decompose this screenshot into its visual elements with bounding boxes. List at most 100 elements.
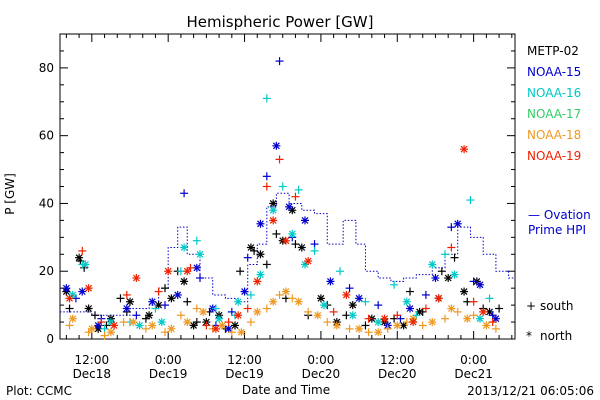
noaa-19-south-point [329, 307, 338, 316]
noaa-19-north-point [65, 294, 74, 303]
x-tick-date-label: Dec21 [454, 367, 493, 381]
noaa-18-south-point [418, 321, 427, 330]
marker-stroke [225, 325, 233, 333]
noaa-19-south-point [488, 318, 497, 327]
plot-timestamp: 2013/12/21 06:05:06 [467, 384, 594, 398]
noaa-18-south-point [323, 318, 332, 327]
noaa-19-north-point [84, 284, 93, 293]
legend-entry-noaa-15: NOAA-15 [527, 65, 581, 79]
noaa-18-south-point [141, 324, 150, 333]
noaa-15-south-point [310, 240, 319, 249]
noaa-18-south-point [275, 290, 284, 299]
noaa-19-north-point [253, 277, 262, 286]
marker-stroke [234, 311, 242, 319]
noaa-16-south-point [262, 94, 271, 103]
x-tick-date-label: Dec18 [73, 367, 112, 381]
noaa-18-south-point [262, 304, 271, 313]
noaa-19-north-point [460, 145, 469, 154]
noaa-16-north-point [320, 301, 329, 310]
noaa-19-south-point [447, 243, 456, 252]
marker-stroke [374, 318, 382, 326]
marker-stroke [190, 322, 198, 329]
noaa-16-north-point [215, 314, 224, 323]
metp-02-north-point [269, 199, 278, 208]
marker-stroke [110, 322, 118, 329]
marker-stroke [234, 298, 242, 306]
noaa-15-south-point [374, 301, 383, 310]
y-tick-label: 40 [39, 196, 54, 210]
noaa-19-south-point [275, 155, 284, 164]
noaa-19-south-point [154, 287, 163, 296]
marker-stroke [409, 318, 417, 326]
metp-02-north-point [84, 304, 93, 313]
noaa-15-north-point [148, 297, 157, 306]
noaa-18-north-point [148, 321, 157, 330]
marker-stroke [381, 315, 388, 323]
noaa-19-south-point [243, 304, 252, 313]
noaa-18-north-point [237, 328, 246, 337]
noaa-16-north-point [402, 297, 411, 306]
x-tick-time-label: 12:00 [75, 353, 110, 367]
x-tick-date-label: Dec19 [225, 367, 264, 381]
noaa-16-north-point [196, 250, 204, 259]
metp-02-north-point [189, 321, 198, 330]
noaa-15-south-point [447, 223, 456, 232]
noaa-16-south-point [361, 297, 370, 306]
marker-stroke [327, 277, 334, 285]
noaa-18-north-point [199, 307, 208, 316]
y-tick-label: 80 [39, 61, 54, 75]
marker-stroke [183, 318, 191, 326]
noaa-15-south-point [421, 290, 430, 299]
noaa-18-south-point [364, 328, 373, 337]
noaa-16-south-point [100, 324, 109, 333]
marker-stroke [237, 328, 245, 336]
marker-legend-symbol: + [526, 299, 536, 313]
noaa-19-north-point [304, 257, 313, 266]
marker-stroke [85, 305, 93, 312]
noaa-19-north-point [234, 311, 243, 320]
y-tick-label: 0 [46, 332, 54, 346]
metp-02-north-point [231, 321, 239, 330]
marker-stroke [393, 322, 401, 329]
marker-stroke [482, 322, 490, 329]
noaa-16-north-point [180, 243, 189, 252]
noaa-18-south-point [246, 318, 255, 327]
marker-stroke [486, 308, 493, 316]
metp-02-north-point [246, 243, 255, 252]
marker-stroke [454, 220, 462, 228]
noaa-16-north-point [288, 229, 297, 238]
marker-stroke [183, 267, 191, 275]
noaa-16-south-point [310, 246, 319, 255]
chart-title: Hemispheric Power [GW] [187, 13, 374, 31]
noaa-15-north-point [453, 219, 462, 228]
marker-stroke [492, 315, 500, 323]
legend: METP-02 NOAA-15 NOAA-16 NOAA-17 NOAA-18 NOAA-… [527, 44, 581, 163]
marker-stroke [400, 322, 408, 329]
marker-stroke [167, 325, 175, 333]
marker-stroke [282, 237, 290, 245]
metp-02-north-point [348, 301, 357, 310]
noaa-19-north-point [281, 236, 290, 245]
marker-stroke [320, 301, 328, 309]
noaa-19-north-point [409, 318, 418, 327]
noaa-15-north-point [326, 277, 335, 286]
noaa-16-north-point [81, 260, 90, 269]
metp-02-north-point [167, 294, 176, 303]
marker-stroke [253, 308, 261, 316]
noaa-18-south-point [453, 307, 462, 316]
marker-stroke [349, 311, 357, 319]
marker-stroke [304, 257, 312, 265]
noaa-15-north-point [431, 274, 440, 282]
marker-stroke [333, 322, 341, 329]
legend-entry-noaa-18: NOAA-18 [527, 128, 581, 142]
noaa-19-south-point [421, 304, 430, 313]
noaa-19-south-point [224, 318, 233, 327]
marker-stroke [416, 308, 423, 316]
noaa-15-south-point [180, 189, 189, 198]
noaa-16-south-point [390, 280, 399, 289]
marker-stroke [282, 288, 290, 295]
marker-stroke [94, 322, 102, 329]
noaa-19-south-point [393, 311, 402, 320]
marker-stroke [432, 274, 439, 282]
noaa-16-south-point [192, 236, 201, 245]
